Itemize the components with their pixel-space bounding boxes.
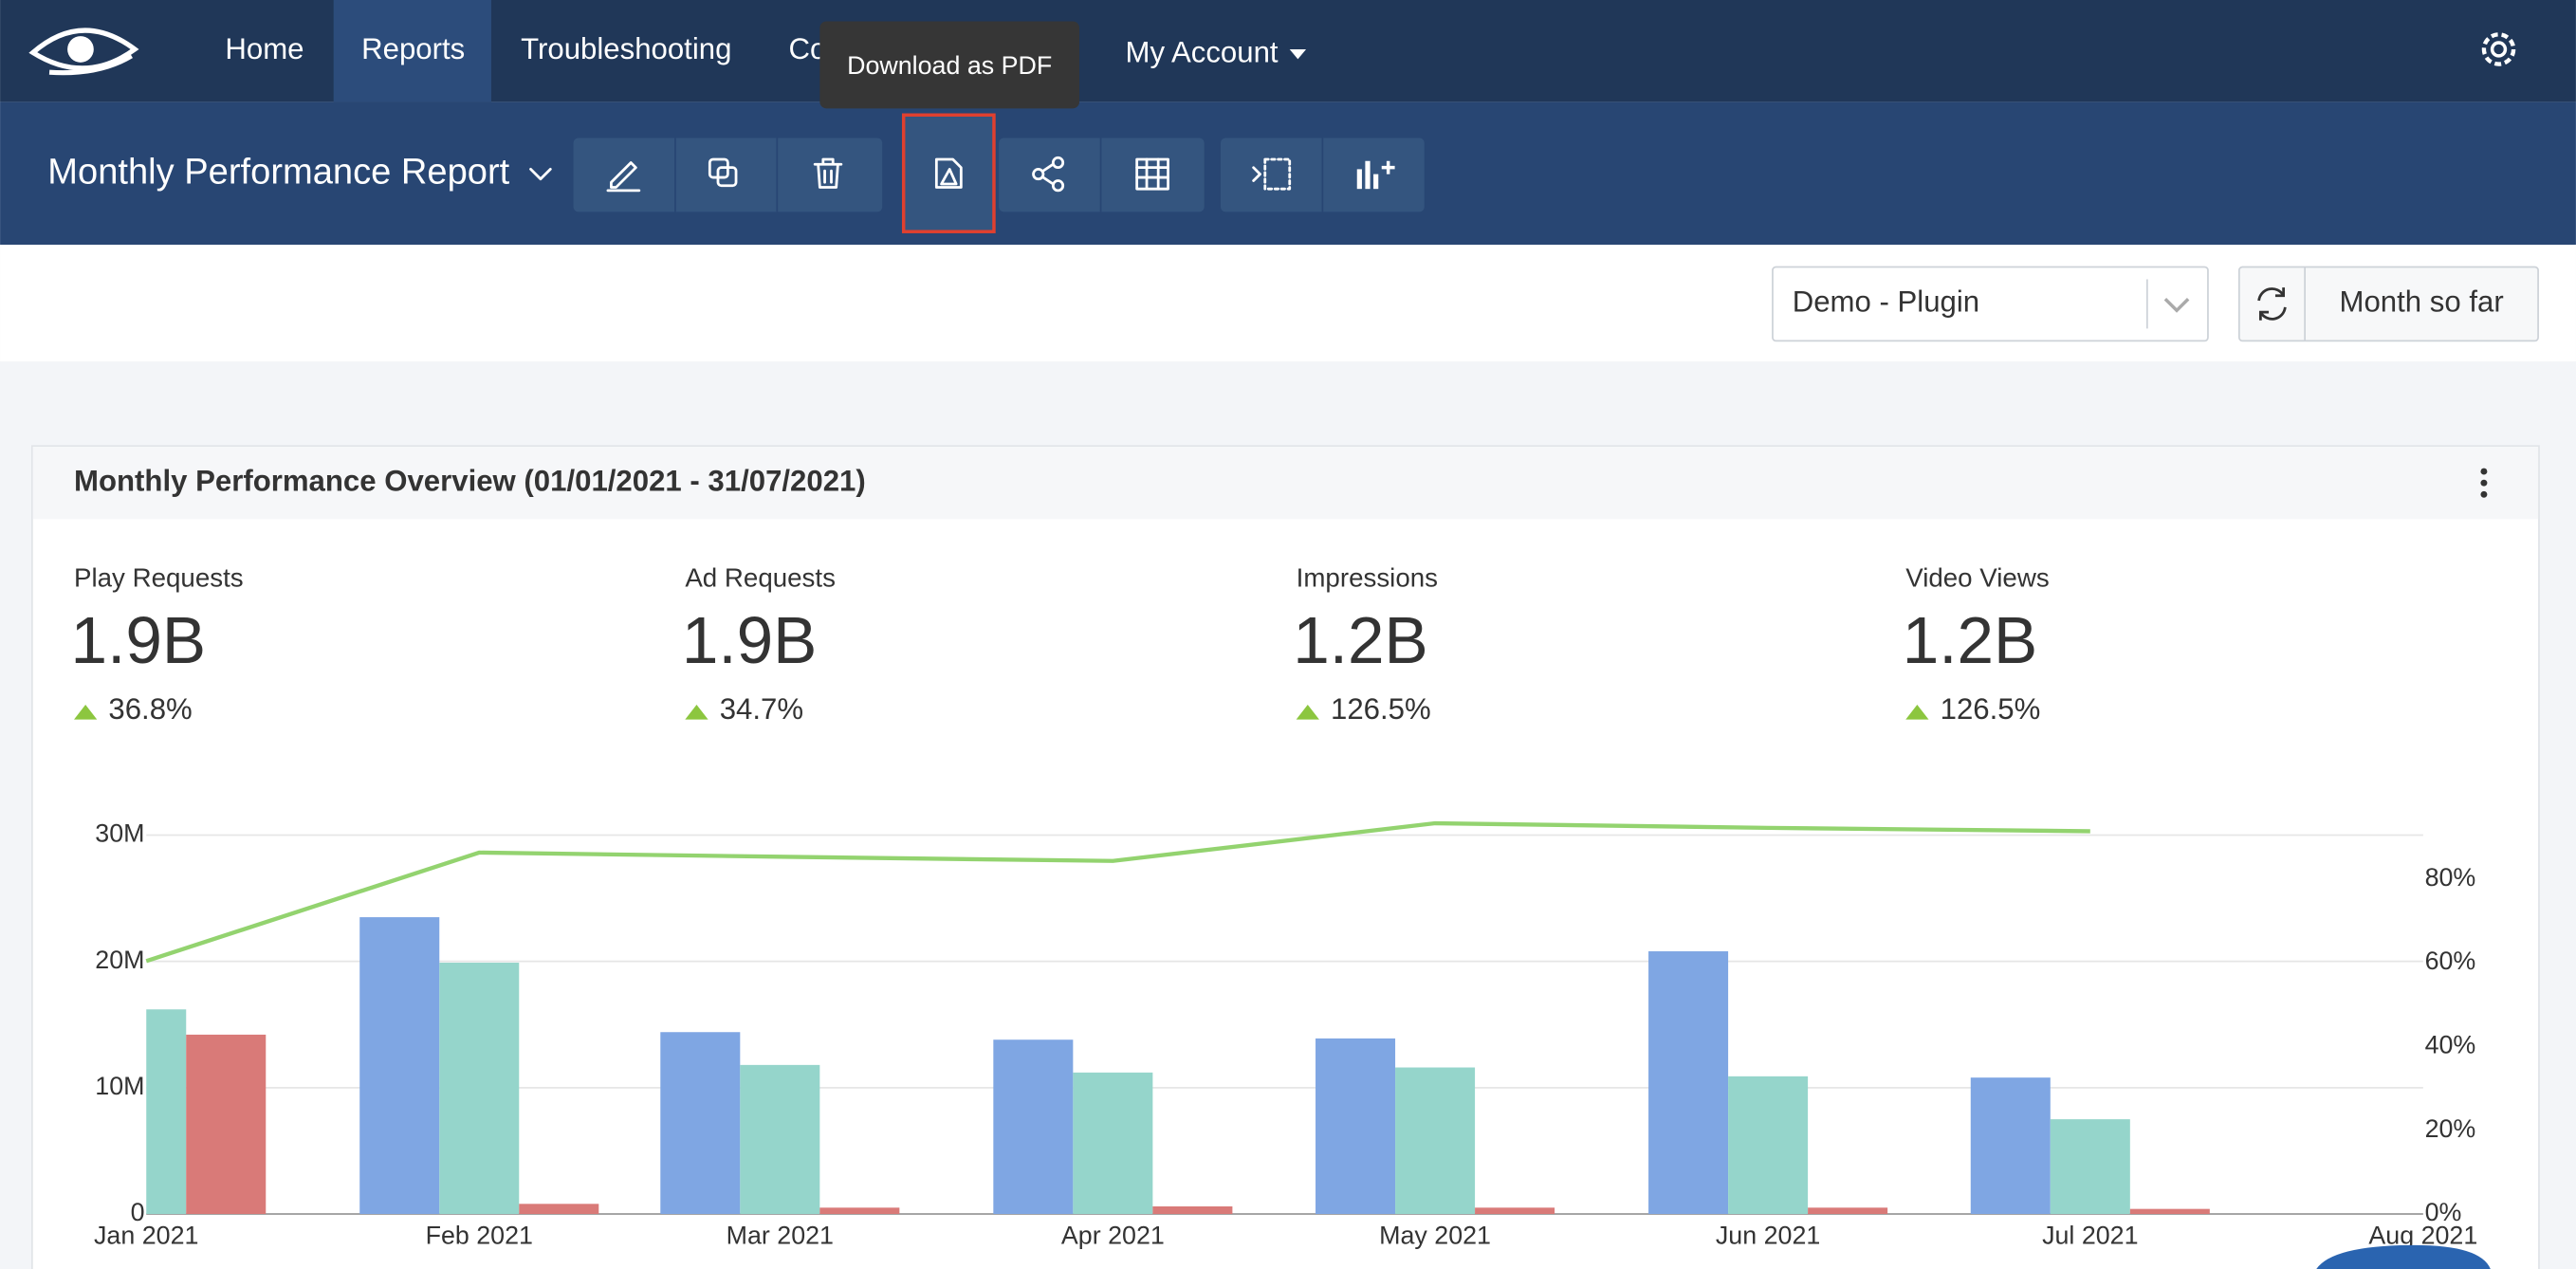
x-tick-label: Jan 2021 (94, 1221, 198, 1249)
bar (2129, 1208, 2210, 1214)
bar (1475, 1207, 1555, 1214)
kpi-change: 126.5% (1941, 692, 2041, 726)
settings[interactable] (2481, 32, 2516, 66)
bar (2050, 1119, 2130, 1214)
bar (359, 917, 440, 1214)
table-btn[interactable] (1135, 157, 1169, 191)
nav-home[interactable]: Home (225, 32, 304, 65)
x-tick-label: Aug 2021 (2368, 1221, 2477, 1249)
kpi-value: 1.9B (682, 603, 818, 677)
button-group (999, 138, 1205, 212)
y2-tick-label: 20% (2425, 1114, 2476, 1143)
bar (146, 1009, 187, 1214)
y2-tick-label: 60% (2425, 947, 2476, 975)
copy-btn[interactable] (708, 157, 738, 188)
bar (1395, 1067, 1476, 1214)
kpi-change: 126.5% (1331, 692, 1431, 726)
tooltip (819, 21, 1080, 109)
kpi-label: Ad Requests (685, 563, 836, 593)
kpi-label: Impressions (1297, 563, 1438, 593)
nav-troubleshooting[interactable]: Troubleshooting (521, 32, 731, 65)
kpi-change: 34.7% (720, 692, 803, 726)
edit-btn[interactable] (606, 161, 641, 193)
caret (1289, 48, 1307, 60)
range-value: Month so far (2340, 285, 2504, 319)
bar (1728, 1076, 1809, 1214)
active-nav-bg (333, 0, 491, 102)
nav-reports[interactable]: Reports (361, 32, 465, 65)
pdf-icon (934, 157, 963, 189)
chevron (529, 168, 552, 181)
button-group (1220, 138, 1425, 212)
kpi-up-arrow (1905, 705, 1929, 720)
chat-button[interactable] (2316, 1244, 2491, 1269)
bar (519, 1204, 599, 1214)
bar (1808, 1207, 1888, 1214)
y-tick-label: 20M (95, 946, 144, 974)
property-value: Demo - Plugin (1793, 285, 1979, 319)
bar (1073, 1072, 1153, 1214)
select-arrow (2163, 298, 2190, 313)
line (145, 820, 2090, 964)
y2-tick-label: 40% (2425, 1030, 2476, 1058)
bar (439, 963, 520, 1214)
report-title[interactable]: Monthly Performance Report (47, 153, 509, 193)
bar (740, 1064, 820, 1214)
button-group (573, 138, 883, 212)
add-chart-btn[interactable] (1356, 160, 1395, 190)
x-tick-label: Feb 2021 (426, 1221, 533, 1249)
panel-header (32, 447, 2539, 520)
kpi-value: 1.2B (1903, 603, 2038, 677)
panel-title: Monthly Performance Overview (01/01/2021… (74, 464, 866, 497)
y2-tick-label: 0% (2425, 1198, 2462, 1226)
range-btn[interactable] (2237, 266, 2539, 342)
kpi-value: 1.2B (1293, 603, 1427, 677)
kpis: Play Requests 1.9B 36.8% Ad Requests 1.9B 34.… (71, 563, 2050, 726)
share-btn[interactable] (1032, 156, 1065, 193)
kpi-label: Play Requests (74, 563, 244, 593)
bar (660, 1032, 741, 1214)
property-select[interactable] (1772, 266, 2209, 342)
kpi-up-arrow (74, 705, 98, 720)
delete-btn[interactable] (813, 157, 843, 189)
panel-menu[interactable] (2480, 468, 2488, 498)
x-tick-label: Jun 2021 (1716, 1221, 1820, 1249)
bar (1648, 951, 1729, 1214)
bar (186, 1034, 267, 1214)
y-tick-label: 10M (95, 1072, 144, 1100)
chart: 0 10M 20M 30M 0% 20% 40% 60% 80% Jan 2021 Feb 2021… (94, 819, 2477, 1250)
bar (1152, 1205, 1233, 1214)
kpi-up-arrow (685, 705, 708, 720)
bar (819, 1207, 900, 1214)
x-tick-label: Apr 2021 (1061, 1221, 1165, 1249)
plot-area (146, 917, 2210, 1214)
kpi-up-arrow (1296, 705, 1319, 720)
kpi-value: 1.9B (71, 603, 207, 677)
y-tick-label: 30M (95, 819, 144, 848)
tooltip-text: Download as PDF (847, 51, 1052, 80)
bar (993, 1039, 1074, 1214)
kpi-change: 36.8% (108, 692, 192, 726)
insert-btn[interactable] (1252, 157, 1292, 191)
x-tick-label: Mar 2021 (727, 1221, 834, 1249)
x-tick-label: May 2021 (1379, 1221, 1491, 1249)
nav-account[interactable]: My Account (1126, 35, 1279, 68)
logo (28, 28, 139, 76)
y-tick-label: 0 (131, 1198, 145, 1226)
refresh-icon[interactable] (2257, 287, 2287, 321)
bar (1970, 1077, 2051, 1214)
kpi-label: Video Views (1905, 563, 2049, 593)
x-tick-label: Jul 2021 (2042, 1221, 2138, 1249)
y2-tick-label: 80% (2425, 863, 2476, 892)
bar (1316, 1038, 1396, 1214)
